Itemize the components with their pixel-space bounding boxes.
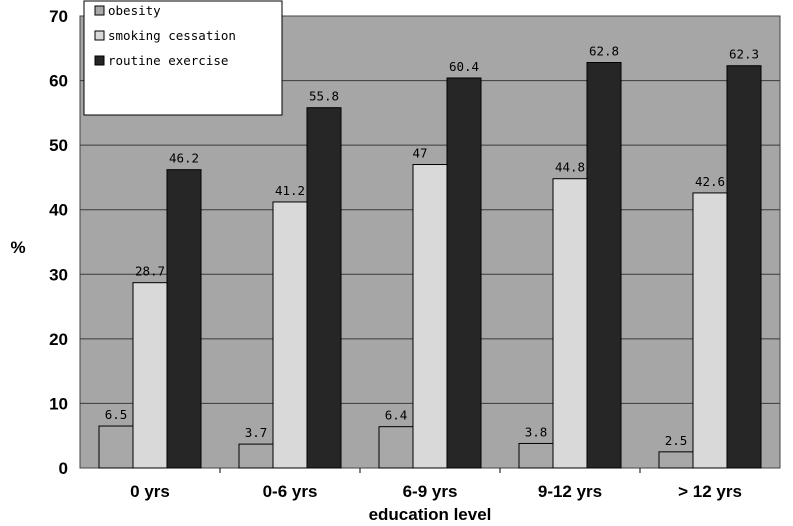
- data-label: 6.4: [385, 408, 408, 423]
- x-tick-label: 0-6 yrs: [263, 482, 318, 501]
- bar-routine-exercise-4: [726, 65, 762, 469]
- y-tick-label: 50: [49, 136, 68, 155]
- y-tick-label: 20: [49, 330, 68, 349]
- bar-routine-exercise-1: [306, 107, 342, 469]
- data-label: 47: [412, 146, 427, 161]
- data-label: 62.3: [729, 47, 759, 62]
- bar-routine-exercise-3: [586, 61, 622, 469]
- y-tick-label: 10: [49, 394, 68, 413]
- y-tick-label: 0: [59, 459, 68, 478]
- data-label: 44.8: [555, 160, 585, 175]
- data-label: 62.8: [589, 43, 619, 58]
- legend-label: obesity: [108, 3, 161, 18]
- bar-routine-exercise-0: [166, 169, 202, 469]
- bar-obesity-3: [518, 442, 554, 469]
- data-label: 60.4: [449, 59, 479, 74]
- data-label: 3.8: [525, 424, 548, 439]
- y-tick-label: 40: [49, 201, 68, 220]
- bar-smoking-cessation-1: [272, 201, 308, 469]
- legend-swatch: [94, 5, 105, 16]
- x-tick-label: 9-12 yrs: [538, 482, 602, 501]
- legend-box: [83, 0, 283, 116]
- bar-routine-exercise-2: [446, 77, 482, 469]
- y-tick-label: 30: [49, 265, 68, 284]
- bar-smoking-cessation-0: [132, 282, 168, 469]
- y-axis-title: %: [10, 238, 25, 257]
- legend-label: smoking cessation: [108, 28, 236, 43]
- y-tick-label: 60: [49, 72, 68, 91]
- legend-label: routine exercise: [108, 53, 228, 68]
- bar-obesity-4: [658, 451, 694, 469]
- x-tick-label: 0 yrs: [130, 482, 170, 501]
- bar-smoking-cessation-4: [692, 192, 728, 469]
- data-label: 28.7: [135, 264, 165, 279]
- y-tick-label: 70: [49, 7, 68, 26]
- data-label: 55.8: [309, 89, 339, 104]
- x-axis-title: education level: [369, 505, 492, 524]
- data-label: 6.5: [105, 407, 128, 422]
- x-tick-label: 6-9 yrs: [403, 482, 458, 501]
- x-tick-label: > 12 yrs: [678, 482, 742, 501]
- legend-swatch: [94, 30, 105, 41]
- data-label: 42.6: [695, 174, 725, 189]
- bar-obesity-2: [378, 426, 414, 469]
- data-label: 3.7: [245, 425, 268, 440]
- legend-swatch: [94, 55, 105, 66]
- bar-obesity-1: [238, 443, 274, 469]
- bar-obesity-0: [98, 425, 134, 469]
- legend: obesity smoking cessation routine exercise: [83, 0, 283, 116]
- bar-smoking-cessation-2: [412, 164, 448, 469]
- data-label: 41.2: [275, 183, 305, 198]
- data-label: 2.5: [665, 433, 688, 448]
- data-label: 46.2: [169, 151, 199, 166]
- bar-smoking-cessation-3: [552, 178, 588, 469]
